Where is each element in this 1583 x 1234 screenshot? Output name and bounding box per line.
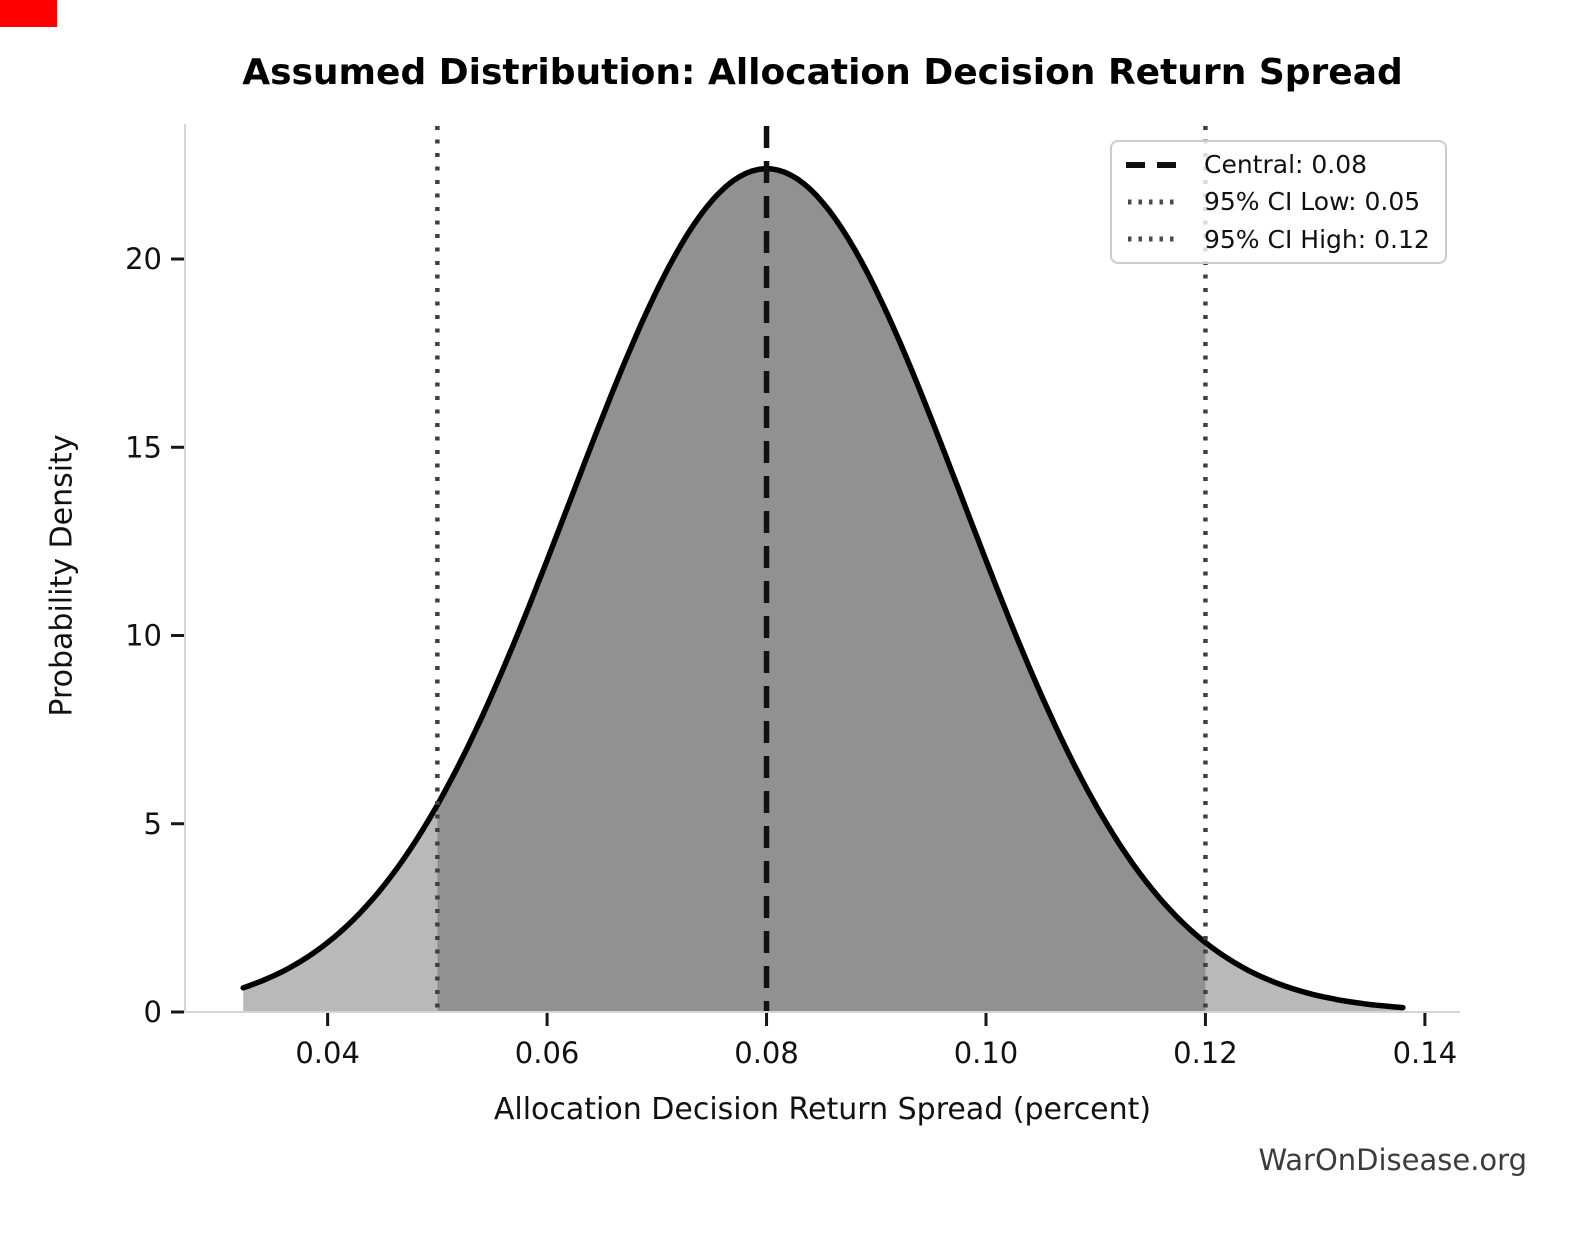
- legend-entry-ci-high: 95% CI High: 0.12: [1120, 221, 1437, 258]
- y-tick-label: 15: [125, 430, 162, 464]
- y-axis-label: Probability Density: [44, 433, 80, 717]
- legend-entry-ci-low: 95% CI Low: 0.05: [1120, 183, 1437, 220]
- x-tick-label: 0.04: [295, 1036, 360, 1070]
- x-tick-label: 0.08: [734, 1036, 799, 1070]
- dashed-line-swatch-icon: [1126, 161, 1176, 168]
- watermark: WarOnDisease.org: [1258, 1143, 1527, 1177]
- y-tick-label: 10: [125, 619, 162, 653]
- legend-label-ci-high: 95% CI High: 0.12: [1204, 224, 1430, 254]
- legend: Central: 0.08 95% CI Low: 0.05 95% CI Hi…: [1110, 140, 1447, 264]
- y-tick-label: 20: [125, 242, 162, 276]
- x-tick-label: 0.14: [1393, 1036, 1458, 1070]
- density-curve: [240, 165, 1406, 1011]
- legend-entry-central: Central: 0.08: [1120, 146, 1437, 183]
- legend-label-ci-low: 95% CI Low: 0.05: [1204, 187, 1421, 217]
- x-tick-label: 0.10: [954, 1036, 1019, 1070]
- dotted-line-swatch-icon: [1128, 236, 1176, 242]
- x-tick-label: 0.12: [1173, 1036, 1238, 1070]
- chart-title: Assumed Distribution: Allocation Decisio…: [242, 52, 1403, 93]
- red-corner-marker: [0, 0, 57, 27]
- distribution-fill-inner: [437, 168, 1206, 1011]
- dotted-line-swatch-icon: [1128, 199, 1176, 205]
- x-axis-label: Allocation Decision Return Spread (perce…: [493, 1092, 1152, 1127]
- y-tick-label: 5: [144, 807, 162, 841]
- y-tick-label: 0: [144, 995, 162, 1029]
- x-tick-label: 0.06: [515, 1036, 580, 1070]
- legend-label-central: Central: 0.08: [1204, 150, 1368, 180]
